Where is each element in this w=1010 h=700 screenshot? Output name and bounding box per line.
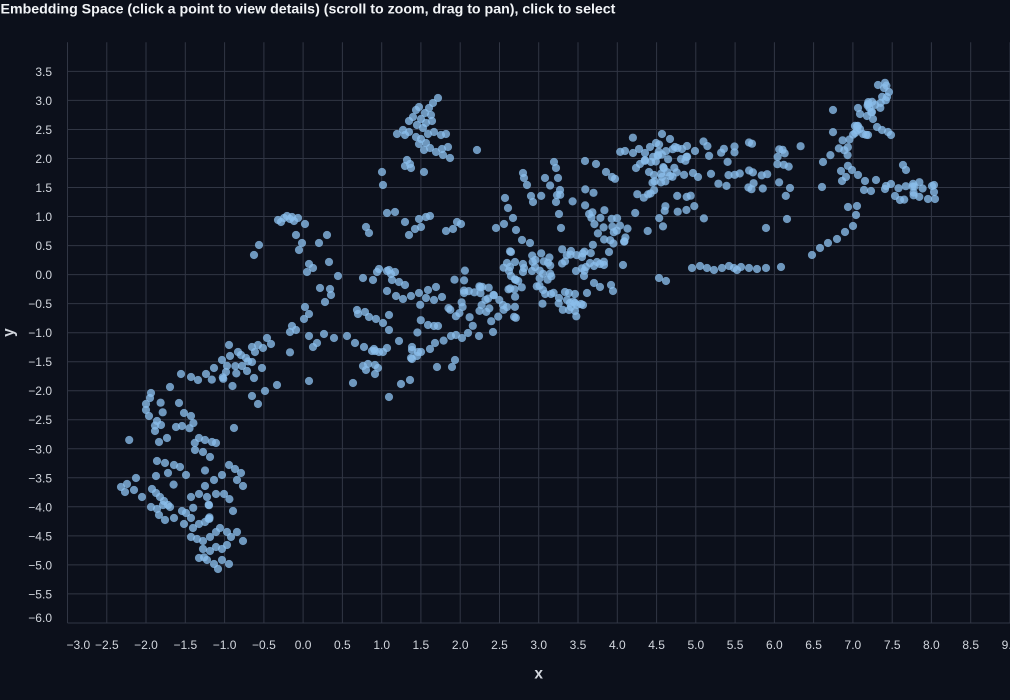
svg-text:9.0: 9.0 xyxy=(1002,638,1010,652)
svg-text:4.5: 4.5 xyxy=(648,638,665,652)
svg-text:1.0: 1.0 xyxy=(373,638,390,652)
svg-text:3.0: 3.0 xyxy=(530,638,547,652)
svg-text:−1.5: −1.5 xyxy=(173,638,197,652)
svg-text:x: x xyxy=(534,665,543,682)
svg-text:6.0: 6.0 xyxy=(766,638,783,652)
svg-text:−2.5: −2.5 xyxy=(95,638,119,652)
svg-text:−1.5: −1.5 xyxy=(28,355,52,369)
svg-text:1.5: 1.5 xyxy=(35,181,52,195)
svg-text:7.5: 7.5 xyxy=(884,638,901,652)
svg-text:4.0: 4.0 xyxy=(609,638,626,652)
svg-text:2.0: 2.0 xyxy=(452,638,469,652)
svg-text:−1.0: −1.0 xyxy=(28,326,52,340)
svg-text:0.5: 0.5 xyxy=(35,239,52,253)
svg-text:−0.5: −0.5 xyxy=(252,638,276,652)
svg-text:−2.5: −2.5 xyxy=(28,413,52,427)
svg-text:−1.0: −1.0 xyxy=(213,638,237,652)
svg-text:−3.0: −3.0 xyxy=(28,442,52,456)
svg-text:0.0: 0.0 xyxy=(295,638,312,652)
svg-text:6.5: 6.5 xyxy=(805,638,822,652)
svg-text:y: y xyxy=(0,328,17,337)
svg-text:8.5: 8.5 xyxy=(962,638,979,652)
svg-text:−2.0: −2.0 xyxy=(134,638,158,652)
svg-text:−4.5: −4.5 xyxy=(28,529,52,543)
svg-text:3.5: 3.5 xyxy=(570,638,587,652)
svg-text:−3.5: −3.5 xyxy=(28,471,52,485)
svg-text:7.0: 7.0 xyxy=(845,638,862,652)
svg-text:3.0: 3.0 xyxy=(35,94,52,108)
svg-text:−4.0: −4.0 xyxy=(28,500,52,514)
svg-text:−5.0: −5.0 xyxy=(28,558,52,572)
svg-text:−2.0: −2.0 xyxy=(28,384,52,398)
svg-text:2.5: 2.5 xyxy=(491,638,508,652)
svg-text:1.5: 1.5 xyxy=(413,638,430,652)
svg-text:2.0: 2.0 xyxy=(35,152,52,166)
svg-text:3.5: 3.5 xyxy=(35,65,52,79)
svg-text:0.0: 0.0 xyxy=(35,268,52,282)
svg-text:5.0: 5.0 xyxy=(687,638,704,652)
svg-text:8.0: 8.0 xyxy=(923,638,940,652)
svg-text:−0.5: −0.5 xyxy=(28,297,52,311)
svg-text:5.5: 5.5 xyxy=(727,638,744,652)
svg-text:Embedding Space (click a point: Embedding Space (click a point to view d… xyxy=(1,1,616,17)
svg-text:1.0: 1.0 xyxy=(35,210,52,224)
svg-text:−3.0: −3.0 xyxy=(67,638,91,652)
svg-text:−6.0: −6.0 xyxy=(28,611,52,625)
svg-text:−5.5: −5.5 xyxy=(28,587,52,601)
svg-text:0.5: 0.5 xyxy=(334,638,351,652)
svg-text:2.5: 2.5 xyxy=(35,123,52,137)
